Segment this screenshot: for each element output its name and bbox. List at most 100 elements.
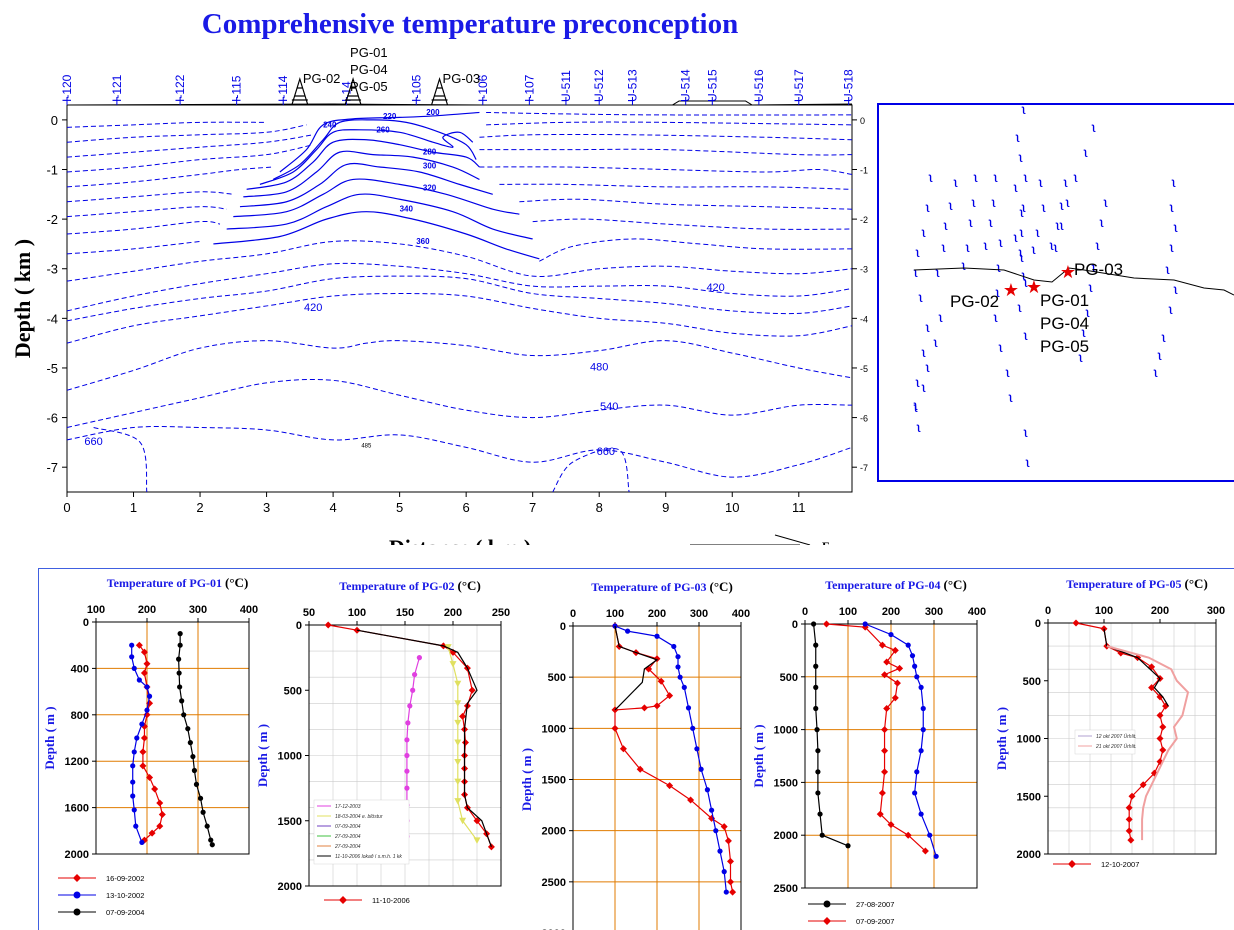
isotherm-solid	[272, 119, 477, 180]
well-dot-icon: ʅ	[1035, 227, 1040, 238]
data-point	[130, 779, 136, 785]
well-dot-icon: ʅ	[916, 422, 921, 433]
isotherm-dashed	[539, 238, 852, 262]
data-point	[912, 663, 918, 669]
data-point	[197, 795, 204, 801]
data-point	[136, 677, 142, 683]
x-tick-label: 10	[725, 500, 739, 515]
well-dot-icon: ʅ	[998, 342, 1003, 353]
series-line	[1106, 645, 1190, 841]
profile-y-label: Depth ( m )	[751, 724, 766, 787]
data-point	[698, 766, 704, 772]
inline-legend-label: 07-09-2004	[335, 824, 361, 830]
isotherm-solid	[243, 150, 480, 198]
profile-chart-4: Temperature of PG-04 (°C) 0 100 200 300 400 0 5…	[751, 577, 986, 926]
y-tick-label: 2500	[542, 877, 566, 889]
profile-title: Temperature of PG-02 (°C)	[339, 578, 481, 593]
contour-label: 540	[600, 401, 618, 413]
legend-marker	[73, 874, 81, 882]
x-tick-label: 400	[240, 604, 258, 616]
well-dot-icon: ʅ	[1023, 277, 1028, 288]
profile-y-label: Depth ( m )	[519, 748, 534, 811]
data-point	[883, 658, 891, 666]
well-dot-icon: ʅ	[1023, 330, 1028, 341]
data-point	[888, 631, 894, 638]
y-tick-label: -7	[46, 460, 58, 475]
y-tick-label: 500	[780, 672, 798, 684]
data-point	[1125, 827, 1133, 835]
isotherm-dashed	[67, 144, 314, 173]
y-tick-label: 0	[1035, 618, 1041, 630]
well-dot-icon: ʅ	[925, 362, 930, 373]
isotherm-dashed	[67, 124, 307, 143]
data-point	[353, 626, 361, 634]
well-dot-icon: ʅ	[1169, 202, 1174, 213]
data-point	[619, 745, 627, 753]
contour-label: 220	[383, 112, 397, 121]
well-star-icon: ★	[1060, 262, 1076, 282]
contour-label: 260	[376, 125, 390, 134]
well-star-icon: ★	[1026, 277, 1042, 297]
y-tick-label: 0	[560, 621, 566, 633]
data-point	[819, 832, 825, 838]
legend-label: 07-09-2004	[106, 908, 144, 917]
x-tick-label: 100	[87, 604, 105, 616]
y-tick-label: 2000	[278, 881, 302, 893]
data-point	[694, 746, 700, 752]
isotherm-dashed	[67, 240, 201, 255]
data-point	[181, 712, 187, 718]
data-point	[666, 692, 674, 700]
x-tick-label: 100	[348, 607, 366, 619]
well-dot-icon: ʅ	[1017, 302, 1022, 313]
x-tick-label: 300	[189, 604, 207, 616]
isotherm-solid	[259, 129, 474, 185]
drilling-rig-icon	[344, 76, 362, 106]
well-label: U-514	[679, 69, 693, 102]
contour-label: 660	[84, 436, 102, 448]
data-point	[193, 781, 200, 787]
map-label-pg02: PG-02	[950, 292, 999, 311]
well-dot-icon: ʅ	[935, 267, 940, 278]
well-label: I-121	[110, 74, 124, 102]
data-point	[1150, 769, 1158, 777]
y-tick-label: 500	[284, 685, 302, 697]
drilling-rig-icon	[291, 76, 309, 106]
data-point	[454, 700, 462, 707]
x-tick-label: 2	[196, 500, 203, 515]
data-point	[1156, 693, 1164, 701]
x-axis-label: Distance ( km )	[389, 535, 531, 545]
data-point	[459, 817, 467, 825]
page-title: Comprehensive temperature preconception	[201, 8, 739, 40]
data-point	[813, 705, 819, 712]
data-point	[690, 725, 696, 731]
isotherm-dashed	[552, 448, 630, 492]
well-dot-icon: ʅ	[996, 262, 1001, 273]
data-point	[454, 778, 462, 786]
series-line	[1103, 628, 1169, 707]
well-dot-icon: ʅ	[1078, 352, 1083, 363]
legend-marker	[823, 917, 831, 925]
inline-legend-label: 12 okt 2007 Úrhlit.	[1096, 733, 1137, 740]
data-point	[675, 664, 681, 670]
well-dot-icon: ʅ	[921, 382, 926, 393]
rig-label: PG-01	[350, 45, 388, 60]
isotherm-dashed	[479, 148, 852, 156]
well-dot-icon: ʅ	[1021, 270, 1026, 281]
well-dot-icon: ʅ	[1171, 177, 1176, 188]
data-point	[814, 727, 820, 733]
isotherm-solid	[246, 138, 480, 190]
well-dot-icon: ʅ	[961, 260, 966, 271]
well-dot-icon: ʅ	[1169, 242, 1174, 253]
well-dot-icon: ʅ	[941, 242, 946, 253]
data-point	[140, 734, 148, 742]
y-tick-label: -4	[46, 311, 58, 326]
data-point	[815, 748, 821, 754]
isotherm-dashed	[67, 240, 852, 282]
well-dot-icon: ʅ	[1019, 252, 1024, 263]
data-point	[727, 857, 734, 865]
contour-label: 480	[590, 361, 608, 373]
isotherm-dashed	[519, 198, 852, 210]
data-point	[129, 654, 135, 660]
well-label: U-515	[705, 69, 719, 102]
legend-marker	[73, 891, 81, 899]
